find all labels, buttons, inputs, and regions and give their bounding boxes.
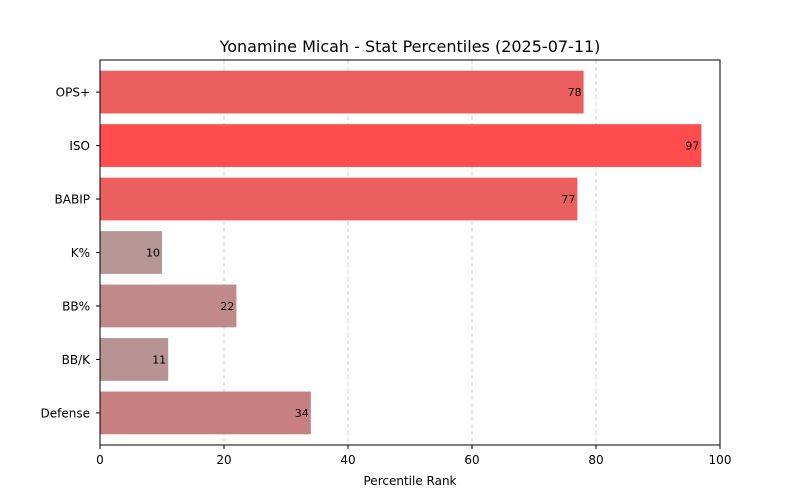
bar-bb-k: [100, 338, 169, 381]
bar-defense: [100, 391, 311, 435]
x-tick-label: 20: [216, 453, 231, 467]
x-tick-label: 60: [464, 453, 479, 467]
x-tick-label: 80: [588, 453, 603, 467]
bar-babip: [100, 177, 578, 221]
y-tick-label: K%: [71, 246, 90, 260]
y-tick-label: Defense: [41, 406, 90, 420]
y-tick-label: BB/K: [62, 353, 92, 367]
y-tick-label: BABIP: [55, 193, 90, 207]
bar-value-label: 22: [220, 300, 234, 313]
x-tick-label: 100: [709, 453, 732, 467]
chart-title: Yonamine Micah - Stat Percentiles (2025-…: [219, 37, 601, 56]
bars: [100, 70, 702, 435]
x-tick-label: 40: [340, 453, 355, 467]
bar-value-label: 78: [568, 86, 582, 99]
bar-value-label: 10: [146, 247, 160, 260]
y-tick-label: ISO: [69, 139, 90, 153]
bar-value-label: 97: [685, 140, 699, 153]
bar-value-label: 77: [561, 193, 575, 206]
value-labels: 78 97 77 10 22 11 34: [146, 86, 699, 420]
grid-lines: [223, 60, 597, 445]
x-tick-label: 0: [96, 453, 104, 467]
bar-value-label: 11: [152, 353, 166, 366]
y-axis-ticks: OPS+ ISO BABIP K% BB% BB/K Defense: [41, 86, 100, 420]
bar-k: [100, 231, 162, 274]
bar-bb: [100, 284, 237, 328]
x-axis-ticks: 0 20 40 60 80 100: [96, 445, 731, 467]
y-tick-label: BB%: [62, 299, 90, 313]
bar-value-label: 34: [295, 407, 309, 420]
plot-frame: [99, 59, 721, 446]
bar-ops: [100, 70, 584, 114]
x-axis-label: Percentile Rank: [364, 474, 457, 488]
bar-iso: [100, 124, 702, 167]
y-tick-label: OPS+: [56, 86, 90, 100]
